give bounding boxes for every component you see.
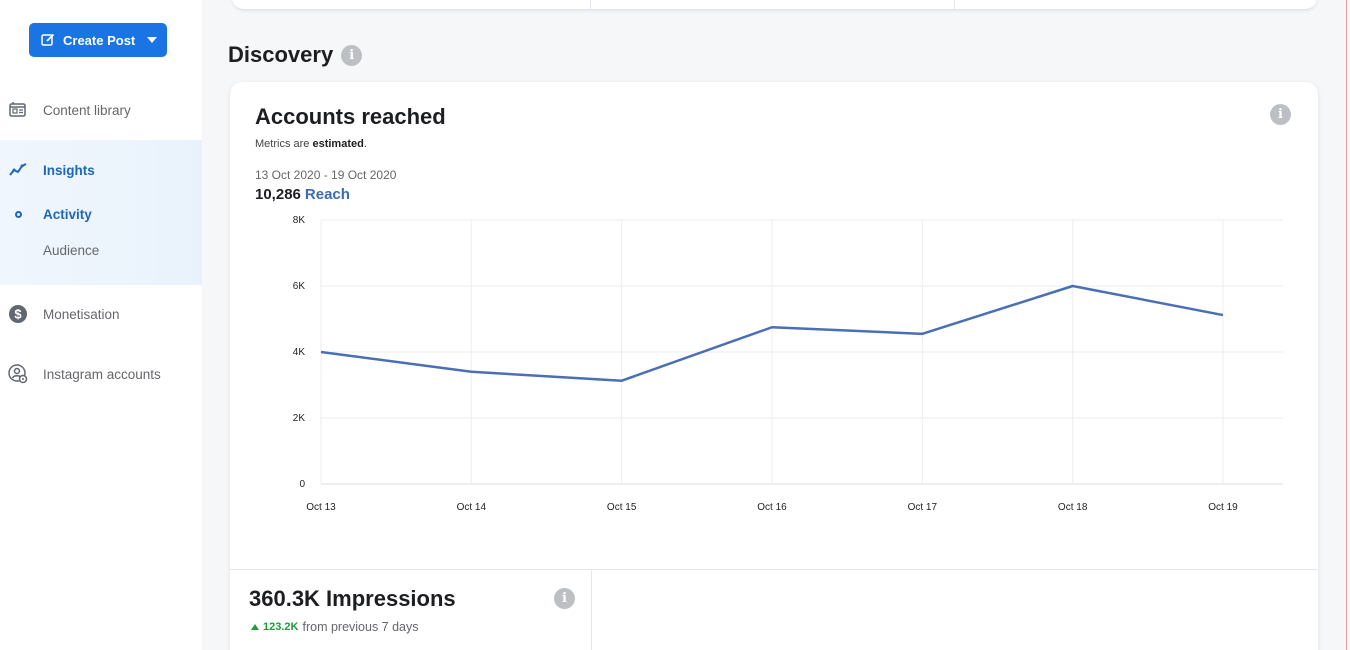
reach-line-chart: 0 2K 4K 6K 8K Oct 13 Oct 14 Oct 15 Oct 16 Oct 17…	[293, 215, 1283, 513]
sidebar-item-instagram-accounts[interactable]: Instagram accounts	[0, 356, 202, 392]
y-tick-label: 4K	[293, 347, 306, 358]
x-tick-label: Oct 16	[757, 502, 787, 513]
dot-icon	[8, 204, 28, 224]
impressions-change-value: 123.2K	[263, 621, 299, 633]
sidebar-item-label: Instagram accounts	[43, 366, 161, 382]
info-icon[interactable]: i	[1270, 104, 1291, 125]
y-tick-label: 2K	[293, 413, 306, 424]
create-post-button[interactable]: Create Post	[29, 23, 167, 57]
x-tick-label: Oct 14	[457, 502, 487, 513]
sidebar-item-monetisation[interactable]: $ Monetisation	[0, 296, 202, 332]
reach-series-line	[320, 284, 1224, 382]
y-tick-label: 6K	[293, 281, 306, 292]
estimate-note: Metrics are estimated.	[255, 138, 367, 150]
reach-total: 10,286 Reach	[255, 186, 350, 203]
arrow-up-icon	[251, 624, 259, 630]
sidebar-item-activity[interactable]: Activity	[0, 196, 202, 232]
impressions-change-text: from previous 7 days	[302, 620, 419, 634]
reach-label: Reach	[304, 186, 350, 203]
sidebar-item-label: Monetisation	[43, 306, 120, 322]
insights-icon	[8, 160, 28, 180]
sidebar-item-label: Audience	[43, 242, 100, 258]
previous-card-bottom	[232, 0, 1317, 10]
sidebar-item-label: Activity	[43, 206, 92, 222]
edit-icon	[41, 33, 55, 46]
insights-group	[0, 140, 202, 285]
section-title: Discovery i	[228, 42, 363, 68]
date-range: 13 Oct 2020 - 19 Oct 2020	[255, 168, 397, 182]
sidebar-item-label: Content library	[43, 102, 131, 118]
sidebar-item-content-library[interactable]: Content library	[0, 92, 202, 128]
x-tick-label: Oct 18	[1058, 502, 1088, 513]
y-tick-label: 8K	[293, 215, 306, 226]
svg-text:$: $	[14, 307, 22, 322]
card-title: Accounts reached	[255, 104, 446, 129]
accounts-reached-card: Accounts reached i Metrics are estimated…	[230, 82, 1318, 650]
sidebar-item-audience[interactable]: Audience	[0, 232, 202, 268]
create-post-label: Create Post	[63, 32, 136, 48]
x-tick-label: Oct 13	[306, 502, 336, 513]
x-tick-label: Oct 17	[908, 502, 938, 513]
sidebar-item-insights[interactable]: Insights	[0, 152, 202, 188]
info-icon[interactable]: i	[554, 588, 575, 609]
info-icon[interactable]: i	[341, 44, 363, 66]
account-settings-icon	[8, 364, 28, 384]
dollar-icon: $	[8, 304, 28, 324]
x-tick-label: Oct 19	[1208, 502, 1238, 513]
chevron-down-icon[interactable]	[147, 37, 158, 43]
sidebar: Create Post Content library Insights Act…	[0, 0, 202, 650]
x-tick-label: Oct 15	[607, 502, 637, 513]
impressions-change: 123.2K from previous 7 days	[251, 620, 419, 634]
reach-value: 10,286	[255, 186, 301, 203]
impressions-title: 360.3K Impressions	[249, 586, 456, 611]
discovery-title: Discovery	[228, 42, 334, 67]
y-tick-label: 0	[299, 479, 305, 490]
library-icon	[8, 100, 28, 120]
sidebar-item-label: Insights	[43, 162, 95, 178]
